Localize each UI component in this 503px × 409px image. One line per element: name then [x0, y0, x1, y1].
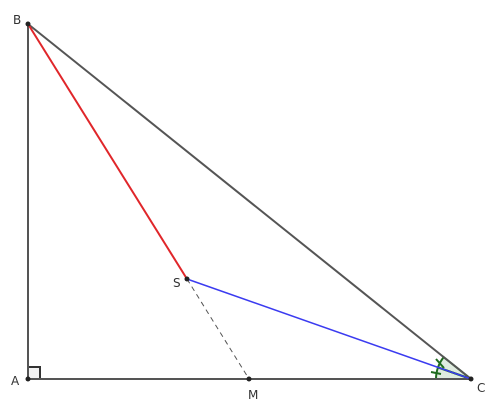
point-label: C — [477, 381, 485, 395]
point-label: S — [173, 276, 181, 290]
point — [25, 376, 31, 382]
angle-tick — [430, 371, 442, 375]
segment-bs — [27, 23, 188, 280]
point — [246, 376, 252, 382]
point-label: A — [11, 374, 20, 388]
segment-sm — [186, 278, 250, 380]
point — [184, 276, 190, 282]
point-label: B — [13, 13, 21, 27]
angle-tick — [435, 358, 445, 369]
side-bc — [27, 23, 472, 380]
point-label: M — [248, 388, 258, 402]
point — [25, 21, 31, 27]
segment-sc — [186, 278, 472, 380]
right-angle-mark — [27, 366, 41, 380]
point — [468, 376, 474, 382]
